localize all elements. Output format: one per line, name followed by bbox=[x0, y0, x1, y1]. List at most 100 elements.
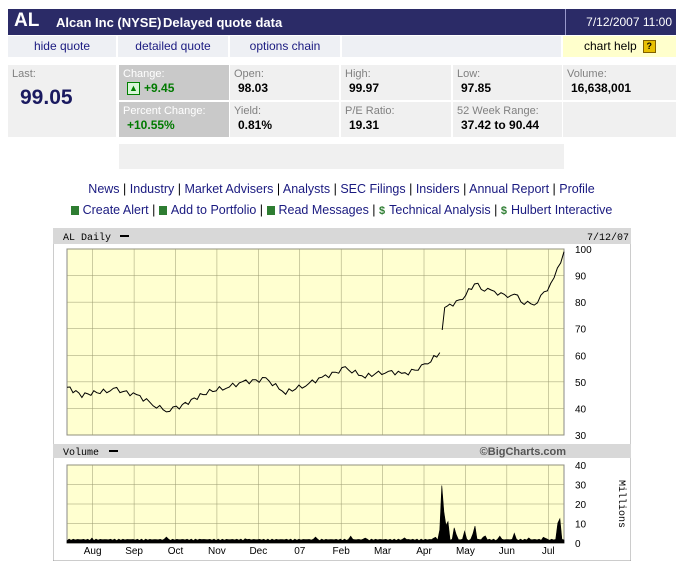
volume-label: Volume: bbox=[567, 68, 607, 80]
yield-value: 0.81% bbox=[238, 118, 273, 132]
x-tick-label: 07 bbox=[294, 546, 306, 557]
volume-tick-label: 40 bbox=[575, 461, 587, 472]
link-profile[interactable]: Profile bbox=[559, 182, 595, 196]
options-chain-link[interactable]: options chain bbox=[230, 36, 340, 57]
link-market-advisers[interactable]: Market Advisers bbox=[184, 182, 274, 196]
open-value: 98.03 bbox=[238, 81, 269, 95]
x-tick-label: Feb bbox=[333, 546, 351, 557]
percent-change-cell: Percent Change: +10.55% bbox=[119, 102, 229, 137]
price-tick-label: 100 bbox=[575, 245, 592, 256]
price-tick-label: 90 bbox=[575, 272, 587, 283]
quote-header: AL Alcan Inc (NYSE) Delayed quote data 7… bbox=[8, 9, 676, 55]
volume-tick-label: 20 bbox=[575, 500, 587, 511]
pe-cell: P/E Ratio: 19.31 bbox=[341, 102, 451, 137]
chart-help-button[interactable]: chart help? bbox=[563, 36, 676, 57]
link-news[interactable]: News bbox=[88, 182, 120, 196]
last-price: 99.05 bbox=[20, 86, 73, 109]
company-name: Alcan Inc (NYSE) bbox=[56, 15, 162, 30]
range-value: 37.42 to 90.44 bbox=[461, 118, 540, 132]
price-tick-label: 60 bbox=[575, 351, 587, 362]
price-chart-title: AL Daily bbox=[63, 232, 111, 244]
ticker-symbol: AL bbox=[14, 10, 40, 31]
pe-label: P/E Ratio: bbox=[345, 105, 395, 117]
hide-quote-link[interactable]: hide quote bbox=[8, 36, 116, 57]
price-legend-swatch bbox=[120, 235, 129, 237]
x-tick-label: May bbox=[456, 546, 475, 557]
research-links: News | Industry | Market Advisers | Anal… bbox=[88, 182, 595, 196]
x-tick-label: Jul bbox=[542, 546, 555, 557]
high-value: 99.97 bbox=[349, 81, 380, 95]
link-annual-report[interactable]: Annual Report bbox=[469, 182, 550, 196]
x-tick-label: Apr bbox=[416, 546, 432, 557]
link-sec-filings[interactable]: SEC Filings bbox=[340, 182, 406, 196]
bigcharts-watermark: ©BigCharts.com bbox=[480, 446, 567, 458]
volume-tick-label: 30 bbox=[575, 481, 587, 492]
link-create-alert[interactable]: Create Alert bbox=[82, 203, 149, 217]
link-insiders[interactable]: Insiders bbox=[415, 182, 460, 196]
dollar-icon: $ bbox=[500, 205, 507, 217]
high-label: High: bbox=[345, 68, 371, 80]
link-technical-analysis[interactable]: Technical Analysis bbox=[389, 203, 491, 217]
low-value: 97.85 bbox=[461, 81, 492, 95]
percent-change-label: Percent Change: bbox=[123, 105, 206, 117]
volume-chart-title: Volume bbox=[63, 447, 99, 459]
open-cell: Open: 98.03 bbox=[230, 65, 339, 100]
link-hulbert-interactive[interactable]: Hulbert Interactive bbox=[510, 203, 613, 217]
yield-label: Yield: bbox=[234, 105, 262, 117]
x-tick-label: Aug bbox=[84, 546, 102, 557]
x-tick-label: Oct bbox=[168, 546, 184, 557]
volume-tick-label: 10 bbox=[575, 520, 587, 531]
price-tick-label: 40 bbox=[575, 404, 587, 415]
price-chart-date: 7/12/07 bbox=[587, 232, 629, 244]
link-industry[interactable]: Industry bbox=[129, 182, 175, 196]
x-tick-label: Nov bbox=[208, 546, 226, 557]
range-label: 52 Week Range: bbox=[457, 105, 539, 117]
price-tick-label: 80 bbox=[575, 298, 587, 309]
chart-help-label: chart help bbox=[584, 39, 637, 53]
x-tick-label: Sep bbox=[125, 546, 143, 557]
pe-value: 19.31 bbox=[349, 118, 380, 132]
change-cell: Change: ▲ +9.45 bbox=[119, 65, 229, 100]
price-tick-label: 30 bbox=[575, 431, 587, 442]
volume-series-area bbox=[66, 485, 565, 544]
change-value: +9.45 bbox=[144, 81, 175, 95]
delay-note: Delayed quote data bbox=[163, 15, 283, 30]
x-tick-label: Jun bbox=[499, 546, 515, 557]
price-tick-label: 50 bbox=[575, 378, 587, 389]
messages-icon bbox=[266, 206, 275, 215]
price-series-line bbox=[66, 251, 565, 413]
open-label: Open: bbox=[234, 68, 264, 80]
low-label: Low: bbox=[457, 68, 481, 80]
price-plot-area bbox=[66, 248, 565, 436]
change-label: Change: bbox=[123, 68, 165, 80]
price-volume-chart: AL Daily 7/12/07 30 40 50 60 70 80 90 100 Volum… bbox=[52, 227, 632, 562]
quote-datetime: 7/12/2007 11:00 AM bbox=[565, 9, 676, 55]
empty-cell bbox=[563, 102, 676, 137]
portfolio-icon bbox=[158, 206, 167, 215]
last-label: Last: bbox=[12, 68, 36, 80]
x-tick-label: Dec bbox=[249, 546, 267, 557]
link-read-messages[interactable]: Read Messages bbox=[278, 203, 369, 217]
detailed-quote-link[interactable]: detailed quote bbox=[118, 36, 228, 57]
volume-value: 16,638,001 bbox=[571, 81, 632, 95]
link-analysts[interactable]: Analysts bbox=[282, 182, 331, 196]
high-cell: High: 99.97 bbox=[341, 65, 451, 100]
volume-tick-label: 0 bbox=[575, 539, 581, 550]
dollar-icon: $ bbox=[379, 205, 386, 217]
low-cell: Low: 97.85 bbox=[453, 65, 562, 100]
nav-spacer bbox=[342, 36, 561, 57]
percent-change-value: +10.55% bbox=[127, 118, 175, 132]
volume-cell: Volume: 16,638,001 bbox=[563, 65, 676, 100]
link-add-to-portfolio[interactable]: Add to Portfolio bbox=[170, 203, 257, 217]
volume-axis-label: Millions bbox=[615, 480, 627, 528]
help-icon: ? bbox=[642, 40, 656, 53]
alert-icon bbox=[70, 206, 79, 215]
price-tick-label: 70 bbox=[575, 325, 587, 336]
yield-cell: Yield: 0.81% bbox=[230, 102, 339, 137]
x-tick-label: Mar bbox=[374, 546, 392, 557]
ad-strip bbox=[119, 144, 564, 169]
up-arrow-icon: ▲ bbox=[127, 82, 140, 95]
range-cell: 52 Week Range: 37.42 to 90.44 bbox=[453, 102, 562, 137]
last-cell: Last: 99.05 bbox=[8, 65, 116, 137]
